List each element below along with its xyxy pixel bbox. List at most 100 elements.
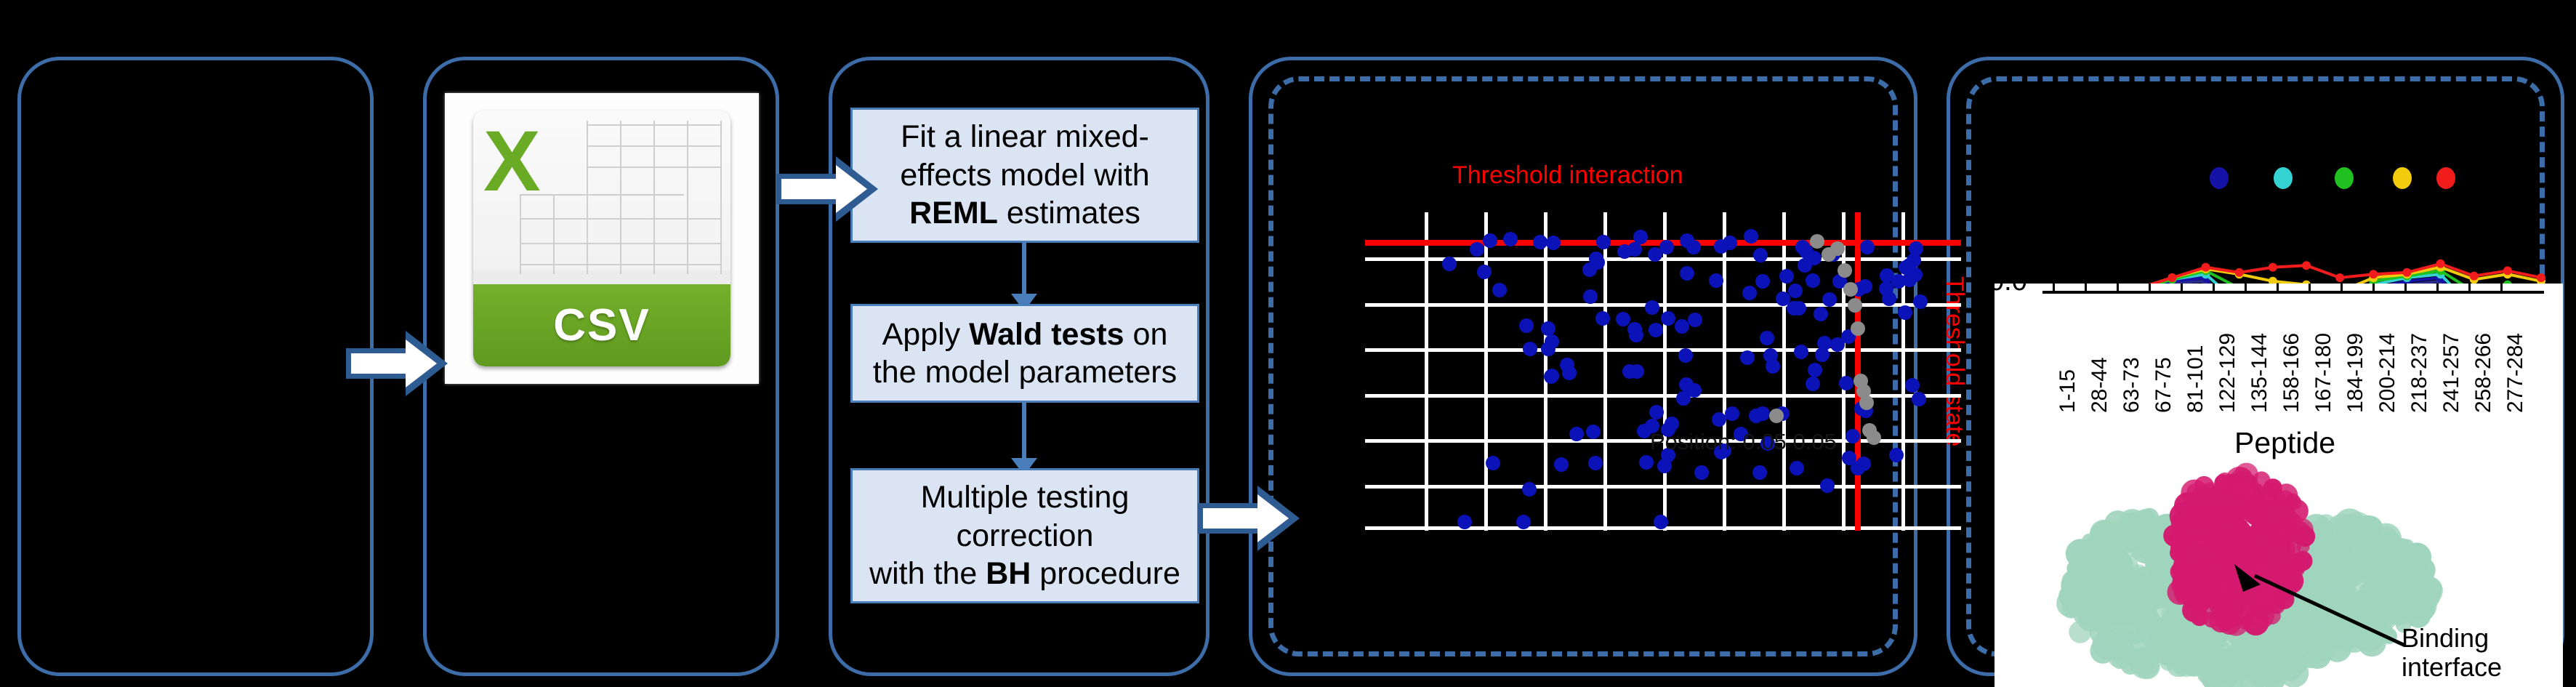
scatter-point xyxy=(1711,411,1726,427)
arrow-model-to-scatter xyxy=(1198,486,1300,551)
scatter-point xyxy=(1589,251,1604,266)
peptide-point xyxy=(2402,268,2412,277)
scatter-gridlines xyxy=(1365,212,1961,531)
connector-fit-to-wald xyxy=(1011,243,1037,311)
peptide-tick-28-44: 28-44 xyxy=(2088,357,2112,413)
axis-tick xyxy=(2340,284,2343,294)
scatter-point xyxy=(1709,273,1723,289)
scatter-point xyxy=(1627,321,1643,337)
peptide-point xyxy=(2503,266,2512,276)
scatter-point xyxy=(1595,310,1610,326)
scatter-point xyxy=(1788,284,1803,299)
scatter-point xyxy=(1816,335,1832,350)
spreadsheet-grid xyxy=(473,111,730,284)
scatter-point xyxy=(1644,300,1659,315)
scatter-point xyxy=(1742,286,1757,301)
csv-file-icon[interactable]: X CSV xyxy=(445,93,759,384)
binding-interface-label: Binding interface xyxy=(2402,623,2503,683)
scatter-point xyxy=(1483,233,1498,249)
peptide-tick-277-284: 277-284 xyxy=(2503,332,2527,413)
scatter-point xyxy=(1749,408,1764,423)
connector-wald-to-bh xyxy=(1011,403,1037,475)
scatter-point xyxy=(1686,383,1702,398)
scatter-point xyxy=(1841,450,1856,465)
scatter-point xyxy=(1469,241,1484,257)
scatter-point xyxy=(1752,247,1768,262)
scatter-point xyxy=(1583,289,1598,305)
scatter-point xyxy=(1815,347,1830,362)
peptide-point xyxy=(2335,273,2345,282)
legend-dot-1 xyxy=(2274,167,2293,189)
scatter-point xyxy=(1664,417,1679,432)
peptide-point xyxy=(2268,262,2277,272)
scatter-point xyxy=(1540,321,1555,336)
scatter-point xyxy=(1755,273,1771,289)
peptide-point xyxy=(2302,261,2311,270)
axis-tick xyxy=(2436,284,2439,294)
scatter-point xyxy=(1639,454,1654,470)
scatter-point xyxy=(1544,369,1559,384)
wald-line2: the model parameters xyxy=(872,355,1178,390)
scatter-point xyxy=(1814,306,1829,321)
scatter-point xyxy=(1503,231,1518,246)
scatter-point-outlier xyxy=(1848,298,1862,313)
peptide-tick-1-15: 1-15 xyxy=(2056,369,2080,413)
excel-x-letter: X xyxy=(483,113,541,209)
peptide-tick-167-180: 167-180 xyxy=(2311,332,2335,413)
bh-line3post: procedure xyxy=(1031,556,1180,592)
scatter-point xyxy=(1760,331,1775,346)
scatter-point-outlier xyxy=(1867,430,1881,445)
scatter-point xyxy=(1457,515,1473,529)
legend-dot-4 xyxy=(2436,167,2455,189)
scatter-point xyxy=(1523,342,1538,357)
results-white-card: 1-15 28-44 63-73 67-75 81-101 122-129 135-144 1… xyxy=(1995,284,2563,687)
scatter-point xyxy=(1654,515,1669,529)
scatter-point-outlier xyxy=(1830,241,1845,256)
wald-tests-step[interactable]: Apply Wald tests on the model parameters xyxy=(850,304,1199,403)
scatter-point xyxy=(1795,240,1811,255)
scatter-point xyxy=(1739,350,1755,366)
scatter-point xyxy=(1807,250,1822,265)
scatter-point xyxy=(1901,272,1917,287)
fit-model-reml: REML xyxy=(909,196,998,231)
peptide-point xyxy=(2268,276,2277,286)
scatter-point xyxy=(1585,424,1601,439)
scatter-point xyxy=(1519,318,1534,333)
scatter-point xyxy=(1615,312,1630,327)
fit-model-step[interactable]: Fit a linear mixed- effects model with R… xyxy=(850,108,1199,243)
scatter-point xyxy=(1807,362,1822,377)
peptide-tick-63-73: 63-73 xyxy=(2120,357,2144,413)
bh-bold: BH xyxy=(986,556,1031,592)
scatter-point xyxy=(1657,459,1672,474)
scatter-point xyxy=(1779,269,1794,284)
peptide-tick-258-266: 258-266 xyxy=(2471,332,2495,413)
legend-dot-2 xyxy=(2335,167,2354,189)
wald-line1post: on xyxy=(1124,316,1168,352)
scatter-point xyxy=(1678,347,1693,363)
axis-tick xyxy=(2277,284,2279,294)
peptide-point xyxy=(2436,259,2445,268)
scatter-point xyxy=(1649,405,1664,420)
peptide-tick-158-166: 158-166 xyxy=(2279,332,2303,413)
x-axis-line xyxy=(2042,291,2544,294)
scatter-plot: Position: 0.05 0.05 xyxy=(1365,212,1961,531)
scatter-point xyxy=(1553,457,1569,472)
scatter-point-outlier xyxy=(1838,263,1852,278)
scatter-point xyxy=(1633,229,1649,244)
scatter-point xyxy=(1752,465,1767,481)
scatter-point xyxy=(1856,457,1871,472)
binding-label-line2: interface xyxy=(2402,652,2503,683)
scatter-point xyxy=(1686,239,1702,254)
csv-badge: X CSV xyxy=(472,111,731,366)
scatter-point xyxy=(1522,482,1537,497)
scatter-point xyxy=(1569,427,1584,442)
peptide-point xyxy=(2234,268,2244,277)
scatter-point xyxy=(1540,341,1555,356)
scatter-point xyxy=(1687,312,1702,327)
multiple-testing-step[interactable]: Multiple testing correction with the BH … xyxy=(850,468,1199,603)
scatter-point xyxy=(1533,234,1548,249)
scatter-point xyxy=(1676,391,1691,406)
peptide-tick-241-257: 241-257 xyxy=(2439,332,2463,413)
scatter-point xyxy=(1789,461,1804,476)
scatter-point xyxy=(1659,239,1674,254)
